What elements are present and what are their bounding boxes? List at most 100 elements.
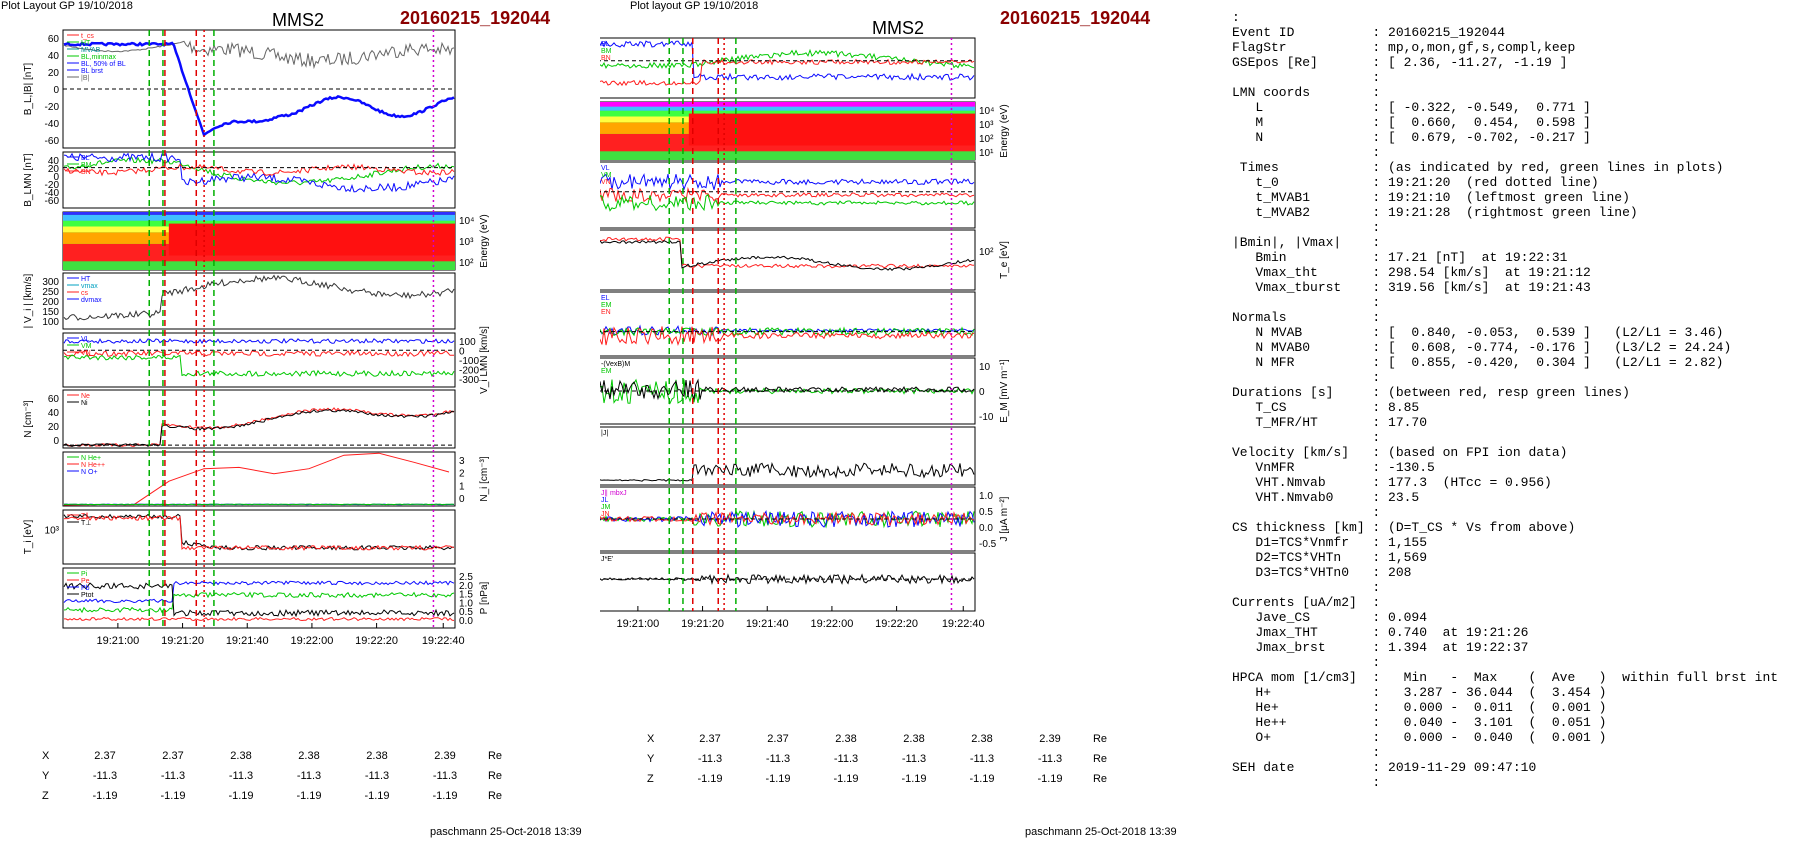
p5-tick-label: 20 — [48, 422, 60, 433]
left-spacecraft-label: MMS2 — [272, 10, 325, 30]
p3-series-1 — [600, 240, 975, 271]
p0-axis-label: B_L,|B| [nT] — [23, 63, 34, 116]
p4-frame — [62, 332, 456, 388]
ephemeris-value: -11.3 — [296, 770, 322, 782]
ephemeris-value: -1.19 — [160, 790, 186, 802]
p8-series-1 — [63, 591, 455, 614]
time-tick-label: 19:21:40 — [226, 635, 269, 647]
ephemeris-value: -1.19 — [92, 790, 118, 802]
p7-tick-label: 0.0 — [979, 523, 993, 534]
p0-tick-label: -20 — [45, 102, 60, 113]
ephemeris-value: -1.19 — [901, 773, 927, 785]
p0-legend-label: BL, 50% of BL — [81, 61, 126, 68]
p0-legend-label: HT — [81, 40, 91, 47]
p0-series-1 — [600, 48, 975, 70]
p5-legend-label: -(VexB)M — [601, 361, 630, 368]
ephemeris-unit: Re — [1092, 773, 1108, 785]
p7-tick-label: 10³ — [45, 525, 60, 536]
p1-series-1 — [63, 151, 455, 193]
p5-legend-label: EM — [601, 368, 612, 375]
p0-series-1 — [63, 41, 455, 138]
p0-series-0 — [600, 40, 975, 81]
p6-legend-label: N O+ — [81, 469, 98, 476]
ephemeris-unit: Re — [1092, 753, 1108, 765]
ephemeris-row: Y -11.3 -11.3 -11.3 -11.3 -11.3 -11.3 Re — [647, 750, 1115, 768]
p3-series-0 — [600, 236, 975, 269]
p7-tick-label: 0.5 — [979, 507, 993, 518]
p4-series-2 — [63, 354, 455, 378]
p6-series-2 — [63, 503, 454, 506]
p5-tick-label: 40 — [48, 408, 60, 419]
p7-series-0 — [63, 513, 454, 551]
p2-series-0 — [600, 173, 975, 191]
p8-tick-label: 0.5 — [459, 607, 473, 618]
p1-spec-top — [600, 102, 975, 107]
ephemeris-coord: X — [42, 750, 50, 762]
p4-legend-label: EM — [601, 302, 612, 309]
p0-legend-label: BL brst — [81, 68, 103, 75]
p7-tick-label: -0.5 — [979, 539, 997, 550]
p0-legend-label: BL — [601, 41, 610, 48]
p3-legend-label: HT — [81, 276, 91, 283]
p7-legend-label: JM — [601, 504, 611, 511]
p0-tick-label: 20 — [48, 68, 60, 79]
p6-tick-label: 1 — [459, 481, 465, 492]
p1-tick-label: 40 — [48, 156, 60, 167]
p4-tick-label: -300 — [459, 375, 479, 386]
ephemeris-value: 2.37 — [162, 750, 184, 762]
left-event-id: 20160215_192044 — [400, 8, 551, 28]
p7-series-1 — [63, 514, 455, 551]
p5-tick-label: 60 — [48, 394, 60, 405]
p8-tick-label: 2.5 — [459, 572, 473, 583]
p6-legend-label: N He+ — [81, 455, 101, 462]
p0-frame — [600, 37, 976, 99]
p2-series-2 — [600, 193, 975, 212]
p6-series-0 — [63, 452, 450, 506]
ephemeris-value: -11.3 — [228, 770, 254, 782]
p6-tick-label: 2 — [459, 469, 465, 480]
ephemeris-value: 2.37 — [699, 733, 721, 745]
p1-axis-label: Energy (eV) — [999, 104, 1010, 157]
ephemeris-coord: Z — [42, 790, 49, 802]
ephemeris-value: 2.38 — [230, 750, 252, 762]
ephemeris-coord: Y — [42, 770, 50, 782]
ephemeris-coord: Z — [647, 773, 654, 785]
p0-legend-label: |B| — [81, 75, 89, 82]
ephemeris-value: -1.19 — [432, 790, 458, 802]
ephemeris-row: X 2.37 2.37 2.38 2.38 2.38 2.39 Re — [647, 730, 1115, 748]
p8-legend-label: Ptot — [81, 592, 94, 599]
p5-series-1 — [63, 408, 455, 448]
p5-series-0 — [63, 407, 455, 448]
p8-axis-label: P [nPa] — [479, 581, 490, 614]
p1-tick-label: 0 — [53, 172, 59, 183]
ephemeris-value: -1.19 — [1037, 773, 1063, 785]
ephemeris-unit: Re — [487, 750, 503, 762]
ephemeris-coord: Y — [647, 753, 655, 765]
ephemeris-value: -11.3 — [765, 753, 791, 765]
p7-axis-label: T_i [eV] — [23, 520, 34, 555]
time-tick-label: 19:21:20 — [681, 618, 724, 630]
p8-frame — [62, 567, 456, 629]
p8-series-0 — [63, 580, 455, 604]
p3-axis-label: T_e [eV] — [999, 241, 1010, 279]
p6-frame — [600, 426, 976, 486]
p0-tick-label: 60 — [48, 34, 60, 45]
p5-tick-label: 0 — [53, 436, 59, 447]
p1-tick-label: 10⁴ — [979, 106, 994, 117]
p3-frame — [62, 272, 456, 330]
p8-tick-label: 1.5 — [459, 590, 473, 601]
left-ephemeris-table: X 2.37 2.37 2.38 2.38 2.38 2.39 Re Y -11.3 -11.3 -1… — [40, 745, 512, 807]
ephemeris-value: 2.39 — [1039, 733, 1061, 745]
p8-legend-label: J*E' — [601, 556, 613, 563]
p3-legend-label: dvmax — [81, 297, 102, 304]
p8-series-3 — [63, 582, 455, 618]
p4-frame — [600, 291, 976, 357]
p8-tick-label: 1.0 — [459, 598, 473, 609]
p6-legend-label: N He++ — [81, 462, 105, 469]
p8-tick-label: 2.0 — [459, 581, 473, 592]
p1-spec-hot — [688, 113, 975, 146]
ephemeris-value: -1.19 — [364, 790, 390, 802]
p5-tick-label: 10 — [979, 362, 991, 373]
p1-tick-label: -60 — [45, 196, 60, 207]
p3-legend-label: vmax — [81, 283, 98, 290]
